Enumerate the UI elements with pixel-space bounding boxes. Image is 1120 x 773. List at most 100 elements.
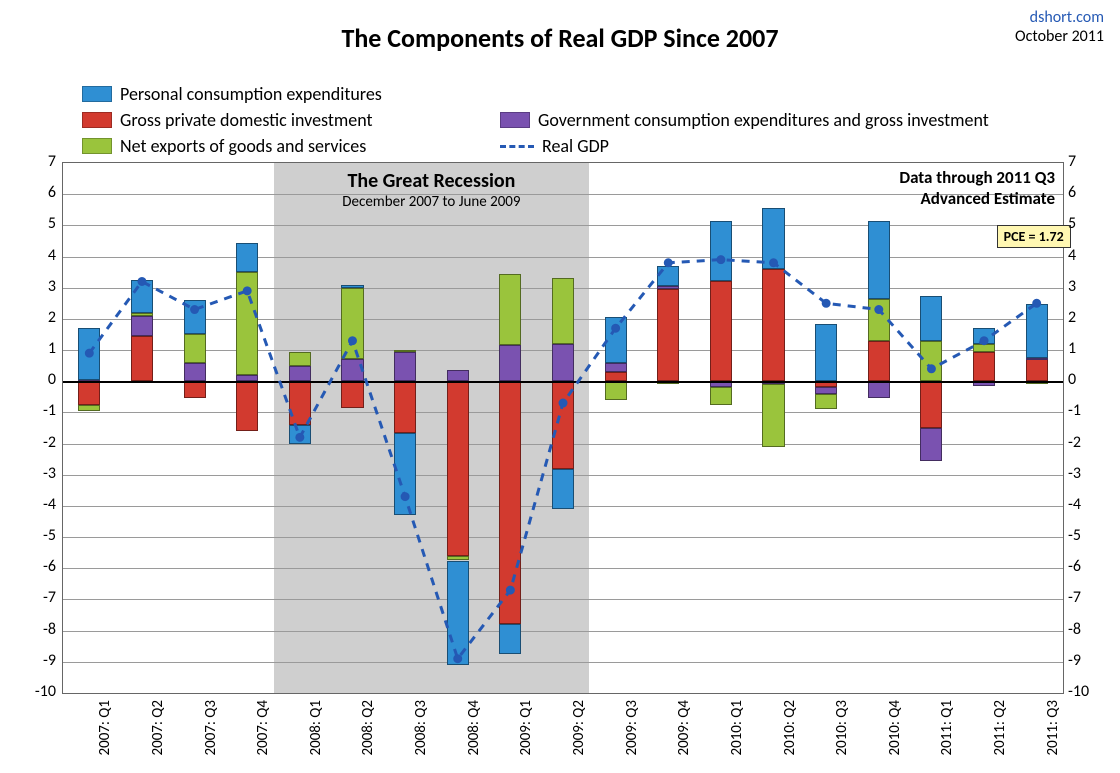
bar-gov: [868, 381, 890, 398]
ytick-right: 3: [1068, 277, 1076, 296]
source-block: dshort.com October 2011: [1015, 8, 1104, 46]
ytick-right: 6: [1068, 183, 1076, 202]
bar-inv: [605, 372, 627, 381]
bar-pce: [710, 221, 732, 282]
bar-pce: [131, 280, 153, 313]
bar-pce: [552, 469, 574, 510]
legend-item-inv: Gross private domestic investment: [82, 108, 373, 132]
ytick-left: 0: [20, 370, 56, 389]
bar-pce: [605, 317, 627, 362]
data-note: Data through 2011 Q3 Advanced Estimate: [899, 167, 1055, 209]
bar-netx: [394, 350, 416, 352]
bar-pce: [394, 433, 416, 516]
ytick-right: -4: [1068, 495, 1081, 514]
bar-pce: [236, 243, 258, 273]
source-site: dshort.com: [1015, 8, 1104, 27]
bar-inv: [552, 381, 574, 468]
ytick-left: -9: [20, 651, 56, 670]
bar-netx: [815, 394, 837, 410]
bar-gov: [1026, 358, 1048, 360]
bar-pce: [289, 425, 311, 444]
source-date: October 2011: [1015, 27, 1104, 46]
legend-label-netx: Net exports of goods and services: [120, 134, 366, 158]
xtick-label: 2011: Q2: [991, 700, 1009, 773]
bar-netx: [131, 313, 153, 316]
ytick-right: -5: [1068, 526, 1081, 545]
zero-line: [63, 381, 1063, 383]
bar-pce: [78, 328, 100, 379]
ytick-right: -3: [1068, 464, 1081, 483]
legend-label-gov: Government consumption expenditures and …: [538, 108, 989, 132]
xtick-label: 2007: Q3: [202, 700, 220, 773]
inv-swatch: [82, 112, 112, 128]
bar-inv: [973, 352, 995, 382]
ytick-right: 4: [1068, 246, 1076, 265]
xtick-label: 2007: Q1: [96, 700, 114, 773]
ytick-left: 1: [20, 339, 56, 358]
xtick-label: 2010: Q1: [728, 700, 746, 773]
bar-netx: [236, 272, 258, 375]
recession-title: The Great Recession: [274, 169, 590, 193]
xtick-label: 2009: Q3: [623, 700, 641, 773]
bar-pce: [184, 300, 206, 334]
ytick-right: 7: [1068, 152, 1076, 171]
ytick-right: -2: [1068, 433, 1081, 452]
bar-inv: [499, 381, 521, 624]
bar-pce: [657, 266, 679, 286]
bar-pce: [762, 208, 784, 269]
xtick-label: 2011: Q3: [1044, 700, 1062, 773]
gridline: [63, 225, 1063, 226]
bar-gov: [605, 363, 627, 372]
ytick-left: -1: [20, 401, 56, 420]
bar-gov: [552, 344, 574, 381]
xtick-label: 2008: Q1: [307, 700, 325, 773]
bar-netx: [184, 334, 206, 362]
ytick-right: -9: [1068, 651, 1081, 670]
ytick-left: 6: [20, 183, 56, 202]
ytick-right: 2: [1068, 308, 1076, 327]
bar-gov: [289, 366, 311, 382]
bar-pce: [1026, 304, 1048, 358]
ytick-right: 5: [1068, 214, 1076, 233]
bar-pce: [341, 285, 363, 288]
xtick-label: 2009: Q2: [570, 700, 588, 773]
ytick-left: 5: [20, 214, 56, 233]
bar-pce: [868, 221, 890, 299]
ytick-right: 0: [1068, 370, 1076, 389]
bar-inv: [657, 289, 679, 381]
bar-inv: [868, 341, 890, 382]
pce-callout: PCE = 1.72: [997, 225, 1071, 248]
legend-item-pce: Personal consumption expenditures: [82, 82, 382, 106]
bar-inv: [1026, 359, 1048, 381]
ytick-left: 7: [20, 152, 56, 171]
ytick-left: -7: [20, 588, 56, 607]
gridline: [63, 257, 1063, 258]
bar-pce: [920, 296, 942, 341]
xtick-label: 2007: Q4: [254, 700, 272, 773]
data-note-line2: Advanced Estimate: [899, 188, 1055, 209]
bar-inv: [236, 381, 258, 431]
bar-pce: [973, 328, 995, 344]
ytick-left: -8: [20, 620, 56, 639]
netx-swatch: [82, 138, 112, 154]
bar-gov: [657, 286, 679, 289]
chart-title: The Components of Real GDP Since 2007: [0, 22, 1120, 54]
legend-item-gov: Government consumption expenditures and …: [500, 108, 989, 132]
bar-netx: [605, 381, 627, 400]
gridline: [63, 662, 1063, 663]
legend-item-gdp: Real GDP: [500, 134, 609, 158]
bar-netx: [973, 344, 995, 352]
legend: Personal consumption expendituresGross p…: [82, 82, 1082, 162]
gov-swatch: [500, 112, 530, 128]
bar-gov: [394, 352, 416, 382]
bar-gov: [131, 316, 153, 336]
bar-inv: [447, 381, 469, 556]
xtick-label: 2008: Q4: [465, 700, 483, 773]
recession-subtitle: December 2007 to June 2009: [274, 193, 590, 211]
ytick-right: -8: [1068, 620, 1081, 639]
ytick-right: 1: [1068, 339, 1076, 358]
legend-label-inv: Gross private domestic investment: [120, 108, 373, 132]
bar-gov: [447, 370, 469, 381]
gridline: [63, 599, 1063, 600]
legend-label-gdp: Real GDP: [542, 134, 609, 158]
